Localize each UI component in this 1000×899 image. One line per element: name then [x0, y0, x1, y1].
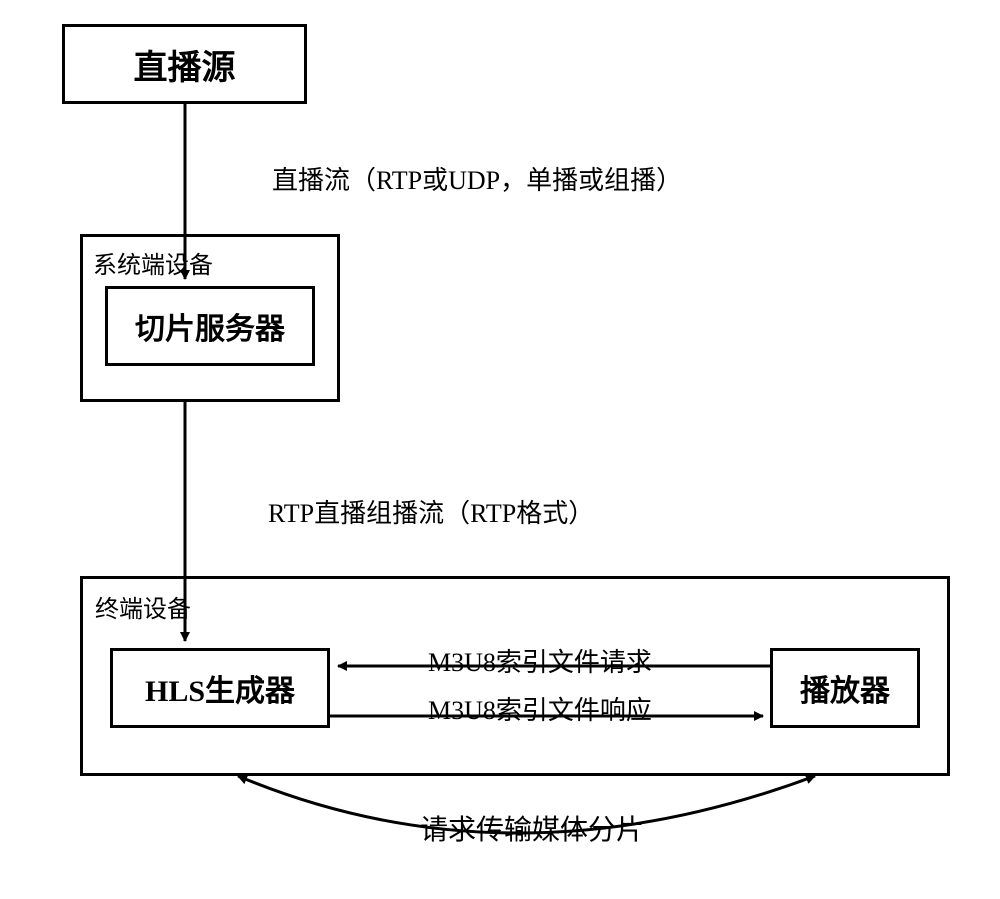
- node-source-label: 直播源: [134, 40, 236, 89]
- node-slice-server: 切片服务器: [105, 286, 315, 366]
- edge-label-m3u8-request: M3U8索引文件请求: [428, 642, 652, 679]
- node-hls-generator: HLS生成器: [110, 648, 330, 728]
- node-hls-generator-label: HLS生成器: [145, 666, 295, 710]
- edge-label-live-stream: 直播流（RTP或UDP，单播或组播）: [272, 160, 682, 197]
- node-source: 直播源: [62, 24, 307, 104]
- container-terminal-device-label: 终端设备: [95, 589, 191, 624]
- edge-label-media-fragment: 请求传输媒体分片: [420, 808, 644, 848]
- edge-label-rtp-multicast: RTP直播组播流（RTP格式）: [268, 493, 594, 530]
- edge-label-m3u8-response: M3U8索引文件响应: [428, 690, 652, 727]
- container-system-device-label: 系统端设备: [93, 245, 213, 280]
- node-player-label: 播放器: [800, 666, 890, 710]
- node-slice-server-label: 切片服务器: [135, 304, 285, 348]
- node-player: 播放器: [770, 648, 920, 728]
